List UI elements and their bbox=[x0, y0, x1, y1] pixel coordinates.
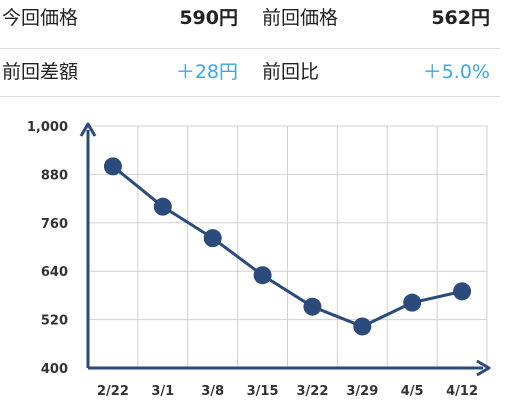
x-tick-label: 3/29 bbox=[346, 384, 378, 399]
price-difference-value: ＋28円 bbox=[175, 61, 238, 83]
x-tick-label: 3/8 bbox=[201, 384, 224, 399]
x-tick-label: 2/22 bbox=[97, 384, 129, 399]
data-point bbox=[203, 229, 222, 248]
price-difference-label: 前回差額 bbox=[2, 61, 79, 83]
summary-row-prices: 今回価格 590円 前回価格 562円 bbox=[0, 0, 500, 49]
data-point bbox=[353, 317, 372, 336]
previous-price-value: 562円 bbox=[431, 7, 490, 29]
previous-price-label: 前回価格 bbox=[262, 7, 339, 29]
data-point bbox=[103, 157, 122, 176]
y-tick-label: 520 bbox=[41, 314, 68, 329]
current-price-value: 590円 bbox=[179, 7, 238, 29]
data-point bbox=[303, 297, 322, 316]
x-tick-label: 4/12 bbox=[446, 384, 478, 399]
data-point bbox=[403, 293, 422, 312]
series-line bbox=[111, 165, 463, 328]
y-tick-label: 760 bbox=[41, 217, 68, 232]
data-point bbox=[153, 197, 172, 216]
x-tick-label: 3/15 bbox=[247, 384, 279, 399]
y-tick-label: 1,000 bbox=[27, 120, 68, 135]
x-tick-label: 3/1 bbox=[151, 384, 174, 399]
price-ratio-label: 前回比 bbox=[262, 61, 320, 83]
x-tick-label: 4/5 bbox=[401, 384, 424, 399]
y-axis-arrow bbox=[79, 122, 97, 137]
price-line-chart: 400 520 640 760 880 1,000 2/22 3/1 3/8 3/15 3/22 3/… bbox=[27, 120, 491, 399]
price-summary: 今回価格 590円 前回価格 562円 前回差額 ＋28円 前回比 ＋5.0% bbox=[0, 0, 500, 97]
current-price-label: 今回価格 bbox=[2, 7, 79, 29]
y-tick-label: 640 bbox=[41, 265, 68, 280]
x-tick-label: 3/22 bbox=[296, 384, 328, 399]
data-point bbox=[453, 282, 472, 301]
y-tick-label: 880 bbox=[41, 168, 68, 183]
price-ratio-value: ＋5.0% bbox=[422, 61, 490, 83]
x-axis-arrow bbox=[476, 359, 491, 377]
y-tick-label: 400 bbox=[41, 362, 68, 377]
data-point bbox=[253, 266, 272, 285]
summary-row-changes: 前回差額 ＋28円 前回比 ＋5.0% bbox=[0, 48, 500, 97]
